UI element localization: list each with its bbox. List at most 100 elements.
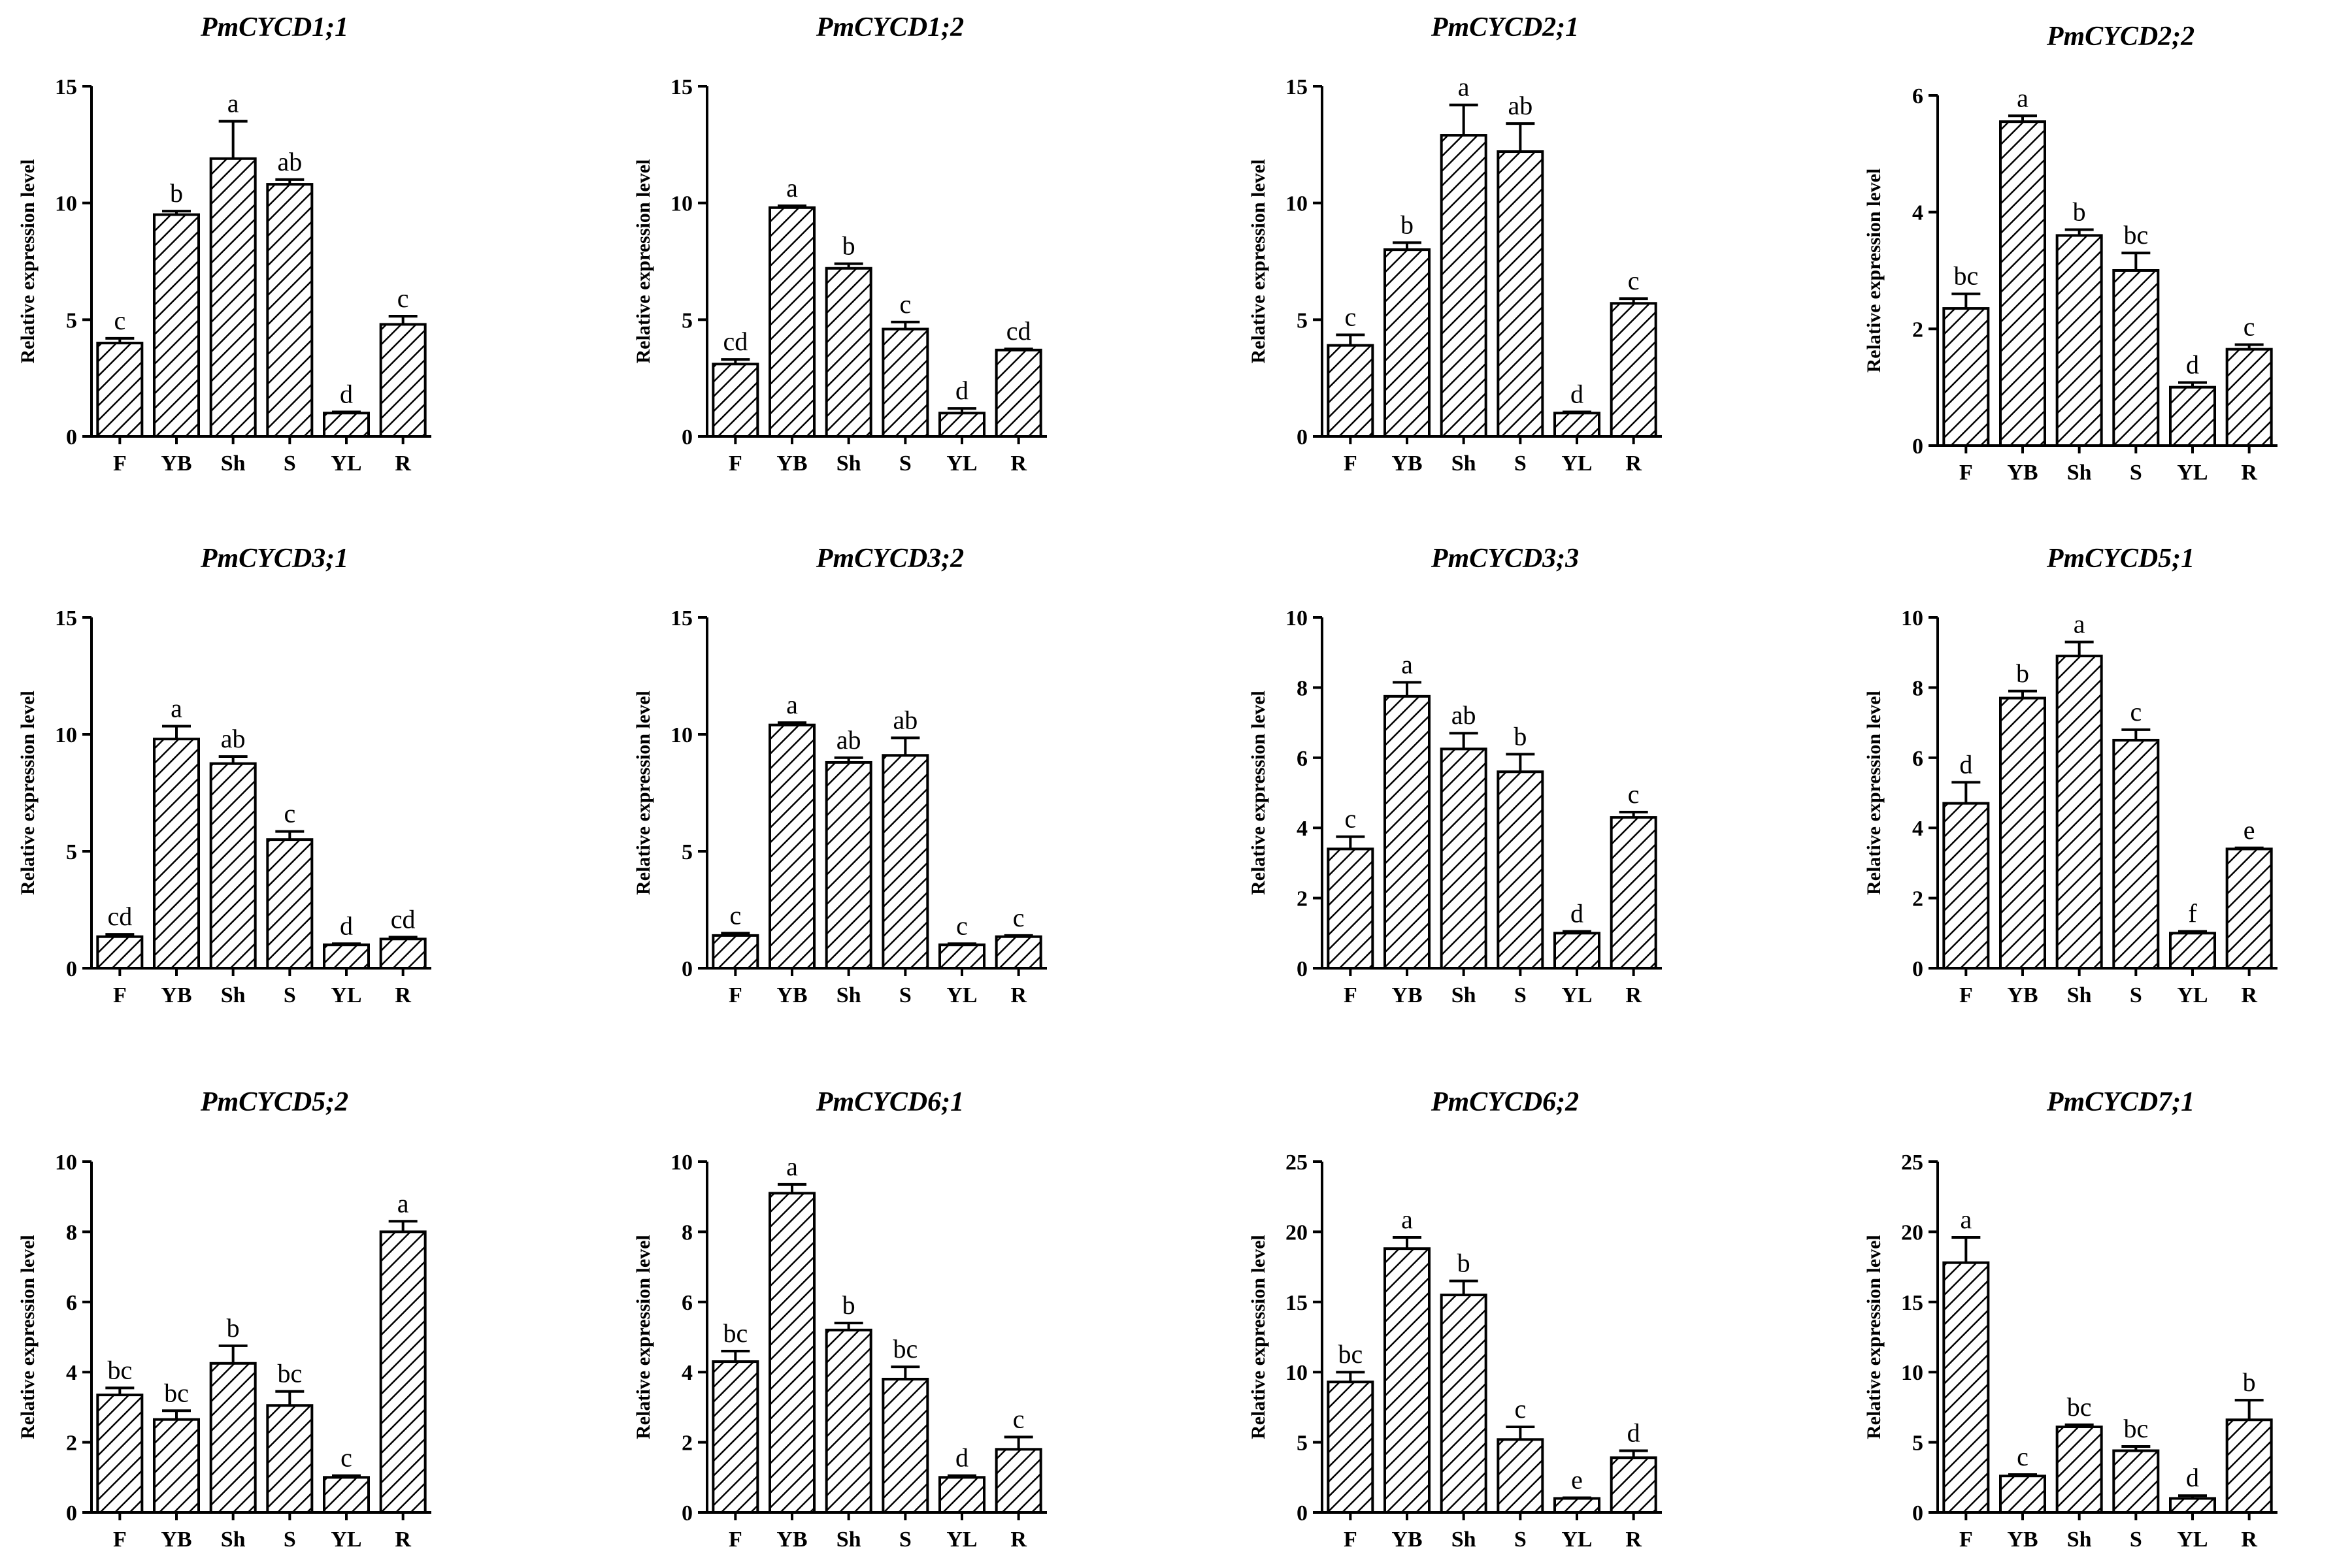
- significance-label: a: [1458, 73, 1470, 102]
- x-tick-label: Sh: [1451, 451, 1476, 476]
- y-tick-label: 5: [1912, 1431, 1923, 1456]
- bar: [379, 1230, 427, 1514]
- bar: [323, 412, 370, 438]
- x-tick-label: S: [2130, 1527, 2142, 1552]
- significance-label: cd: [107, 902, 132, 931]
- significance-label: c: [114, 306, 125, 335]
- bar: [1942, 1261, 1990, 1514]
- bar: [1610, 302, 1657, 438]
- x-tick-label: YB: [161, 451, 191, 476]
- x-tick-label: Sh: [2067, 1527, 2092, 1552]
- y-tick-label: 20: [1901, 1220, 1923, 1245]
- chart-panel: PmCYCD2;1 Relative expression level 0 5 10 15…: [1248, 12, 1662, 476]
- bar: [1999, 1475, 2046, 1514]
- x-tick-label: S: [1514, 983, 1527, 1007]
- bar: [153, 1418, 200, 1514]
- significance-label: d: [1627, 1418, 1640, 1447]
- bar: [2112, 1449, 2160, 1514]
- x-tick-label: YL: [2177, 461, 2208, 485]
- x-tick-label: F: [1344, 451, 1357, 476]
- x-tick-label: YL: [331, 451, 361, 476]
- y-tick-label: 6: [1297, 747, 1308, 771]
- x-tick-label: YB: [1391, 983, 1422, 1007]
- bar: [1553, 412, 1600, 438]
- y-tick-label: 10: [55, 723, 77, 747]
- significance-label: a: [786, 690, 798, 719]
- x-tick-label: R: [395, 451, 411, 476]
- chart-panel: PmCYCD7;1 Relative expression level 0 5 10 15…: [1863, 1087, 2277, 1552]
- x-tick-label: YL: [946, 1527, 977, 1552]
- x-tick-label: F: [729, 983, 742, 1007]
- bar: [2169, 1497, 2216, 1514]
- bar: [995, 1448, 1042, 1514]
- chart-panel: PmCYCD6;2 Relative expression level 0 5 10 15…: [1248, 1087, 1662, 1552]
- significance-label: c: [2130, 697, 2142, 727]
- significance-label: d: [2186, 350, 2199, 380]
- y-tick-label: 4: [1912, 201, 1923, 225]
- significance-label: d: [955, 376, 969, 405]
- significance-label: bc: [2123, 1414, 2148, 1443]
- y-axis-label: Relative expression level: [17, 1235, 39, 1439]
- y-tick-label: 5: [66, 308, 77, 333]
- x-tick-label: R: [1625, 451, 1642, 476]
- bar: [882, 754, 929, 970]
- x-tick-label: YL: [946, 451, 977, 476]
- significance-label: a: [2074, 610, 2085, 639]
- y-axis-label: Relative expression level: [1248, 1235, 1269, 1439]
- bar: [153, 213, 200, 438]
- significance-label: ab: [1508, 91, 1532, 120]
- significance-label: bc: [277, 1359, 302, 1388]
- x-tick-label: YL: [331, 983, 361, 1007]
- bar: [825, 267, 872, 438]
- significance-label: bc: [2123, 220, 2148, 250]
- bar: [1383, 694, 1431, 970]
- x-tick-label: R: [2241, 461, 2257, 485]
- significance-label: c: [1344, 302, 1356, 332]
- significance-label: a: [397, 1188, 409, 1218]
- significance-label: bc: [893, 1334, 918, 1364]
- bar: [1383, 1247, 1431, 1514]
- y-tick-label: 6: [1912, 747, 1923, 771]
- y-tick-label: 10: [671, 723, 693, 747]
- significance-label: c: [729, 900, 741, 930]
- bar: [1383, 248, 1431, 438]
- x-tick-label: F: [1344, 1527, 1357, 1552]
- significance-label: a: [786, 173, 798, 203]
- significance-label: cd: [1006, 316, 1031, 346]
- y-tick-label: 10: [1901, 606, 1923, 630]
- y-tick-label: 10: [55, 192, 77, 216]
- significance-label: e: [1571, 1465, 1583, 1494]
- bar: [379, 938, 427, 970]
- bar: [266, 183, 314, 438]
- significance-label: c: [284, 799, 295, 828]
- x-tick-label: S: [899, 451, 912, 476]
- x-tick-label: S: [2130, 461, 2142, 485]
- x-tick-label: Sh: [836, 451, 861, 476]
- x-tick-label: R: [395, 983, 411, 1007]
- y-axis-label: Relative expression level: [1863, 691, 1885, 895]
- x-tick-label: YB: [1391, 451, 1422, 476]
- y-axis-label: Relative expression level: [1863, 1235, 1885, 1439]
- bar: [266, 1404, 314, 1514]
- bar: [323, 1476, 370, 1514]
- x-tick-label: R: [2241, 983, 2257, 1007]
- y-tick-label: 6: [1912, 84, 1923, 108]
- significance-label: c: [397, 284, 409, 313]
- chart-panel: PmCYCD5;1 Relative expression level 0 2 4 6 8 1…: [1863, 544, 2277, 1007]
- x-tick-label: YL: [1561, 451, 1592, 476]
- significance-label: c: [2017, 1442, 2029, 1471]
- chart-panel: PmCYCD3;1 Relative expression level 0 5 10 15…: [17, 544, 431, 1007]
- x-tick-label: YB: [776, 983, 807, 1007]
- significance-label: b: [2243, 1367, 2256, 1397]
- x-tick-label: YB: [1391, 1527, 1422, 1552]
- y-tick-label: 25: [1901, 1151, 1923, 1175]
- x-tick-label: S: [899, 983, 912, 1007]
- significance-label: bc: [2067, 1392, 2092, 1422]
- x-tick-label: YB: [776, 451, 807, 476]
- y-tick-label: 8: [1912, 676, 1923, 700]
- y-tick-label: 0: [1297, 1501, 1308, 1526]
- significance-label: c: [1628, 779, 1640, 809]
- bar: [1497, 770, 1544, 970]
- significance-label: ab: [1451, 700, 1476, 730]
- y-tick-label: 15: [1285, 75, 1308, 99]
